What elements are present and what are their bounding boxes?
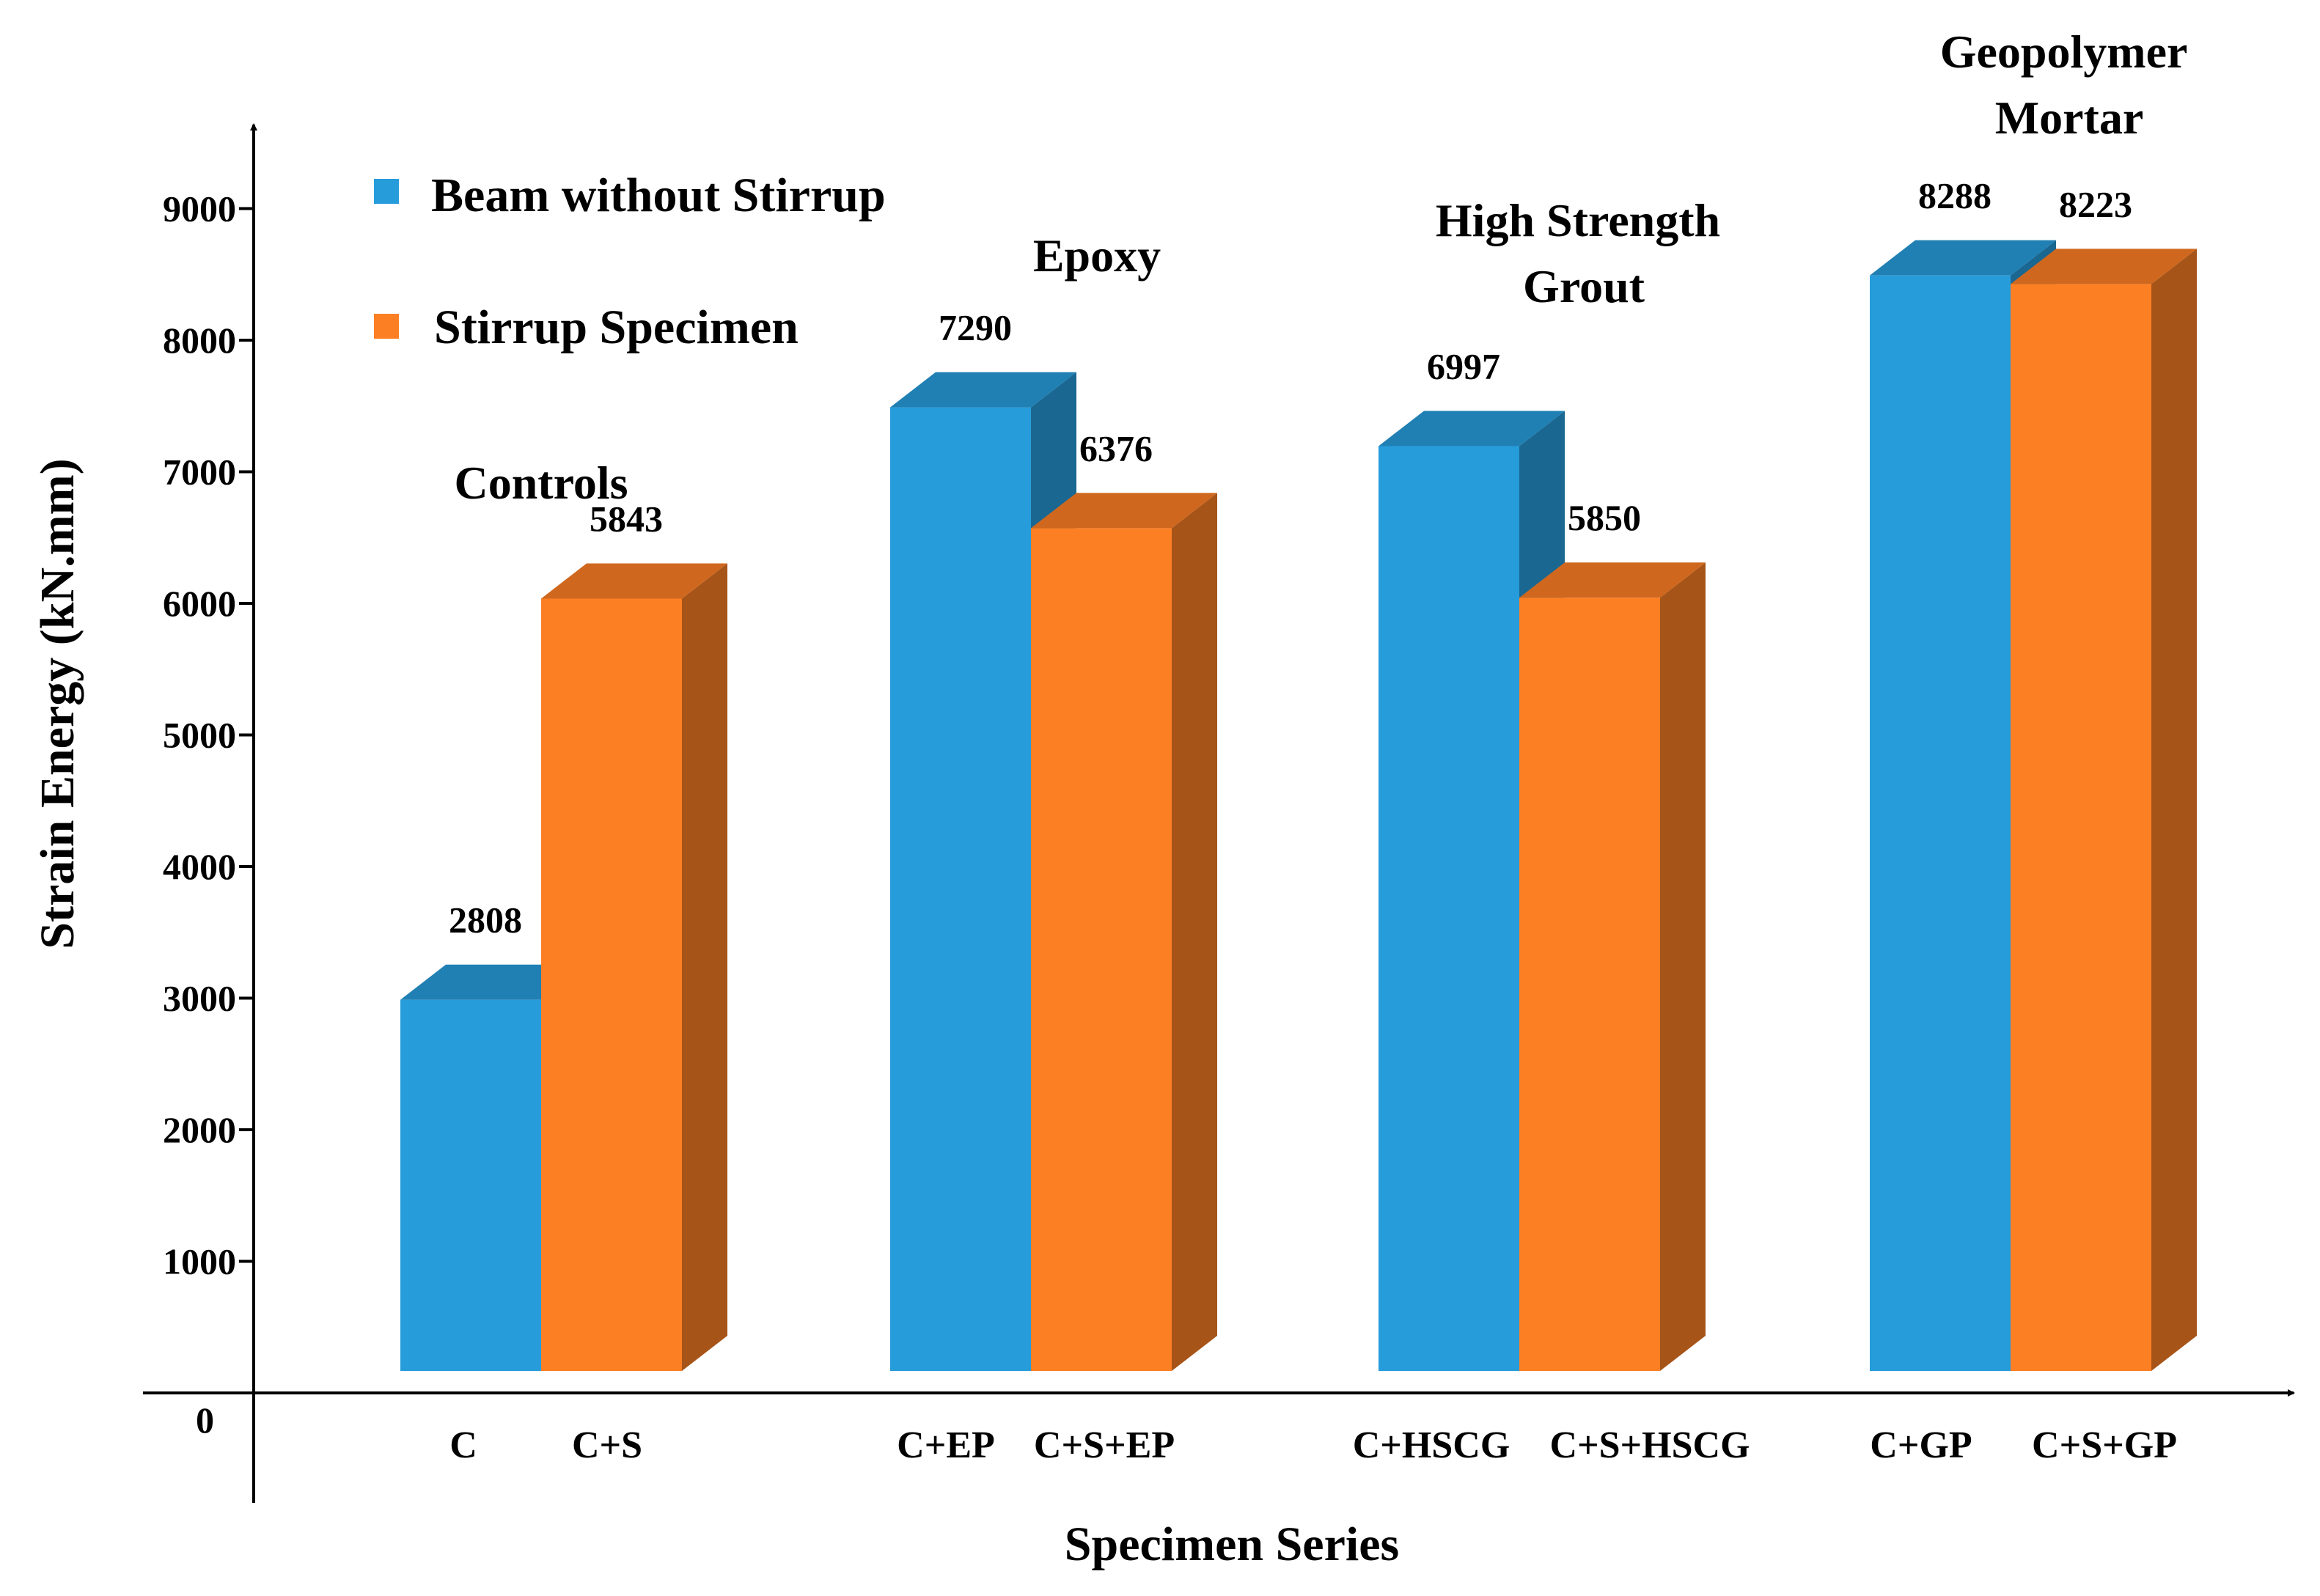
value-label-c-gp: 8288: [1918, 175, 1992, 216]
y-tick-label-2000: 2000: [163, 1109, 236, 1150]
y-tick-label-3000: 3000: [163, 978, 236, 1019]
value-label-c: 2808: [449, 900, 522, 941]
bar-c: [400, 999, 541, 1371]
category-label-c-ep: C+EP: [897, 1424, 995, 1466]
bar-side-c-s-hscg: [1660, 562, 1706, 1371]
bar-top-c: [400, 964, 587, 1000]
category-label-c-s-ep: C+S+EP: [1034, 1424, 1175, 1466]
y-tick-label-6000: 6000: [163, 583, 236, 624]
bar-top-c-s-gp: [2011, 249, 2197, 284]
category-label-c: C: [449, 1424, 477, 1466]
y-tick-label-9000: 9000: [163, 188, 236, 229]
bars-group: [400, 240, 2197, 1372]
bar-top-c-gp: [1870, 240, 2056, 276]
y-tick-label-5000: 5000: [163, 715, 236, 756]
group-label-high-strength-grout: High Strength Grout: [1436, 194, 1732, 312]
bar-c-s-gp: [2011, 284, 2151, 1372]
value-label-c-s-ep: 6376: [1079, 427, 1153, 468]
value-label-c-s: 5843: [590, 499, 663, 540]
legend-swatch-beam-without-stirrup: [374, 179, 399, 204]
bar-side-c-s-ep: [1172, 493, 1217, 1371]
y-axis-title: Strain Energy (kN.mm): [31, 458, 84, 949]
bar-top-c-ep: [890, 372, 1076, 408]
x-axis-title: Specimen Series: [1065, 1518, 1399, 1571]
category-label-c-hscg: C+HSCG: [1353, 1424, 1510, 1466]
value-label-c-hscg: 6997: [1427, 345, 1500, 386]
value-label-c-s-gp: 8223: [2059, 183, 2132, 224]
bar-c-s-hscg: [1519, 597, 1660, 1371]
legend-label-stirrup-specimen: Stirrup Specimen: [434, 301, 799, 354]
bar-side-c-s-gp: [2151, 249, 2197, 1372]
group-labels: Controls Epoxy High Strength Grout Geopo…: [454, 26, 2199, 509]
bar-side-c-s: [682, 563, 727, 1371]
bar-c-ep: [890, 407, 1031, 1371]
category-label-c-s-hscg: C+S+HSCG: [1549, 1424, 1750, 1466]
y-tick-group: 0 1000 2000 3000 4000 5000 6000 7000 8000 9000: [163, 188, 254, 1441]
group-label-geopolymer-mortar: Geopolymer Mortar: [1940, 26, 2199, 144]
category-label-c-s: C+S: [572, 1424, 642, 1466]
category-label-group: C C+S C+EP C+S+EP C+HSCG C+S+HSCG C+GP C+S+GP: [449, 1424, 2177, 1466]
bar-c-gp: [1870, 275, 2011, 1372]
y-tick-label-0: 0: [196, 1400, 214, 1441]
value-label-c-ep: 7290: [939, 307, 1012, 348]
group-label-controls: Controls: [454, 457, 628, 509]
bar-top-c-hscg: [1379, 411, 1565, 446]
legend: Beam without Stirrup Stirrup Specimen: [374, 169, 886, 354]
y-tick-label-7000: 7000: [163, 452, 236, 493]
bar-c-s-ep: [1031, 528, 1172, 1371]
group-label-epoxy: Epoxy: [1033, 229, 1161, 282]
legend-label-beam-without-stirrup: Beam without Stirrup: [431, 169, 886, 222]
y-tick-label-1000: 1000: [163, 1241, 236, 1282]
category-label-c-s-gp: C+S+GP: [2032, 1424, 2177, 1466]
category-label-c-gp: C+GP: [1870, 1424, 1972, 1466]
bar-top-c-s: [541, 563, 727, 599]
bar-top-c-s-hscg: [1519, 562, 1706, 598]
bar-c-s: [541, 598, 682, 1371]
bar-top-c-s-ep: [1031, 493, 1217, 529]
bar-c-hscg: [1379, 446, 1519, 1371]
value-label-group: 2808 5843 7290 6376 6997 5850 8288 8223: [449, 175, 2132, 941]
value-label-c-s-hscg: 5850: [1568, 497, 1641, 538]
legend-swatch-stirrup-specimen: [374, 314, 399, 339]
y-tick-label-8000: 8000: [163, 320, 236, 361]
y-tick-label-4000: 4000: [163, 846, 236, 887]
